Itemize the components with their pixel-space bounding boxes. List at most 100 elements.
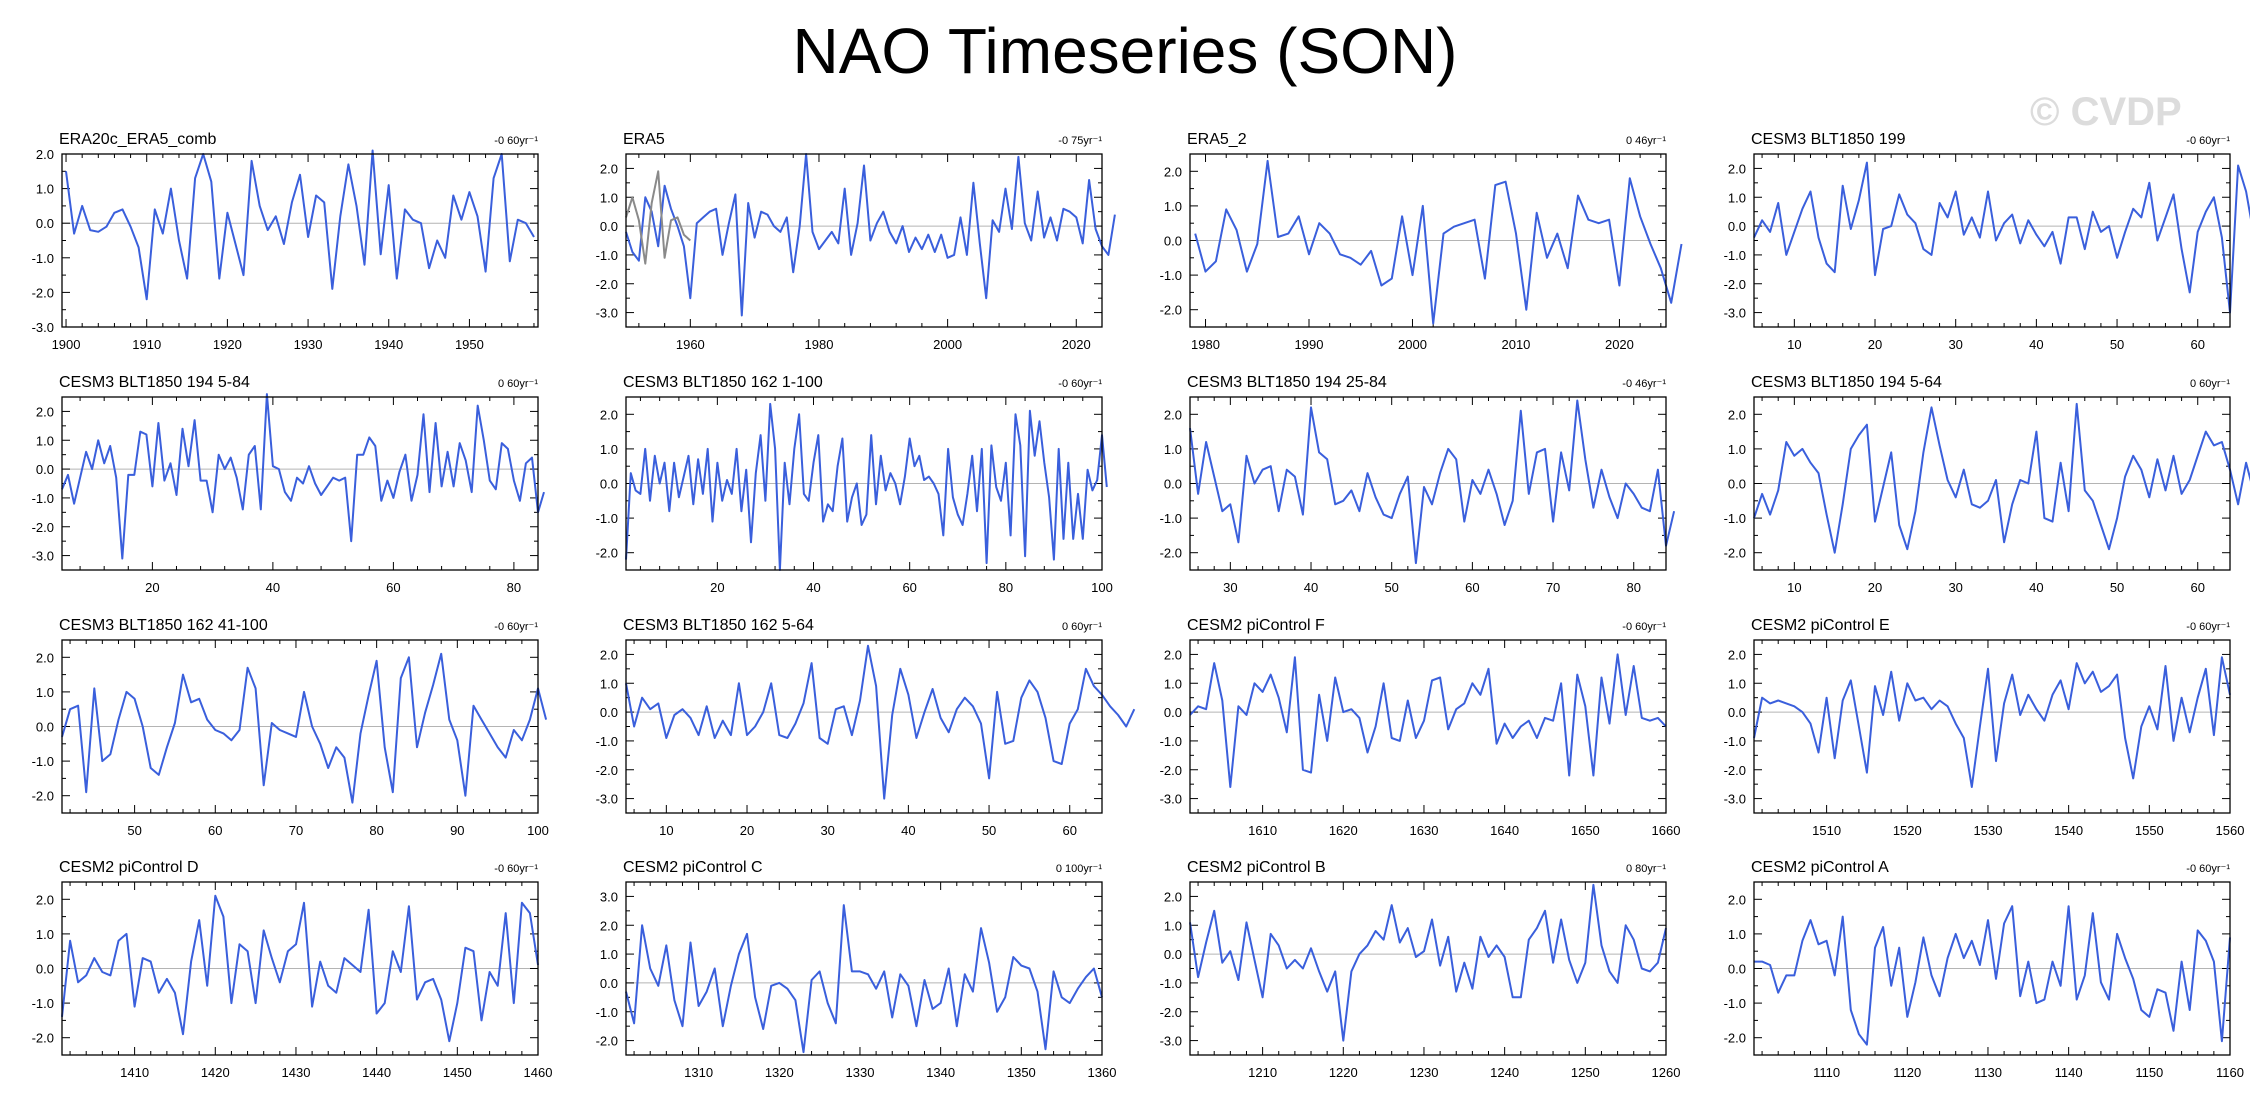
x-tick-label: 10 <box>1787 580 1801 595</box>
x-tick-label: 2000 <box>1398 337 1427 352</box>
y-tick-label: 2.0 <box>600 918 618 933</box>
nao-series-line <box>65 149 535 301</box>
x-tick-label: 1350 <box>1007 1065 1036 1080</box>
plot-frame <box>625 396 1103 571</box>
y-tick-label: -2.0 <box>596 277 618 292</box>
y-tick-label: -1.0 <box>596 1005 618 1020</box>
trend-label: 0 46yr⁻¹ <box>1626 135 1666 147</box>
x-tick-label: 60 <box>2190 580 2204 595</box>
figure-title: NAO Timeseries (SON) <box>792 15 1458 87</box>
x-tick-label: 1120 <box>1893 1065 1921 1080</box>
x-tick-label: 30 <box>820 823 834 838</box>
x-tick-label: 1650 <box>1571 823 1600 838</box>
x-tick-label: 1160 <box>2216 1065 2244 1080</box>
y-tick-label: 1.0 <box>1728 190 1746 205</box>
panel-5: CESM3 BLT1850 194 5-84 0 60yr⁻¹ -3.0 -2.0 -1… <box>32 374 545 595</box>
nao-series-line <box>1189 883 1667 1042</box>
y-tick-label: 1.0 <box>600 190 618 205</box>
x-tick-label: 20 <box>1868 580 1882 595</box>
y-tick-label: -3.0 <box>32 320 54 335</box>
x-tick-label: 1320 <box>765 1065 794 1080</box>
x-tick-label: 10 <box>659 823 673 838</box>
x-tick-label: 1410 <box>120 1065 149 1080</box>
y-tick-label: 1.0 <box>36 433 54 448</box>
x-tick-label: 1530 <box>1974 823 2003 838</box>
y-tick-label: -2.0 <box>32 285 54 300</box>
y-tick-label: -3.0 <box>1724 792 1746 807</box>
nao-series-line <box>1189 399 1676 565</box>
y-tick-label: 2.0 <box>1728 892 1746 907</box>
x-tick-label: 60 <box>2190 337 2204 352</box>
nao-series-line <box>1753 656 2231 788</box>
y-tick-label: 0.0 <box>36 462 54 477</box>
x-tick-label: 1340 <box>926 1065 955 1080</box>
y-tick-label: 2.0 <box>1164 407 1182 422</box>
x-tick-label: 50 <box>2110 337 2124 352</box>
cvdp-watermark: © CVDP <box>2030 90 2182 134</box>
y-tick-label: -1.0 <box>596 511 618 526</box>
panel-title: ERA20c_ERA5_comb <box>59 131 217 148</box>
x-tick-label: 70 <box>1546 580 1560 595</box>
nao-series-line <box>1189 653 1667 788</box>
panel-16: CESM2 piControl A -0 60yr⁻¹ -2.0 -1.0 0.0 1.0… <box>1724 859 2244 1080</box>
x-tick-label: 1900 <box>52 337 81 352</box>
x-tick-label: 1330 <box>846 1065 875 1080</box>
x-tick-label: 1520 <box>1893 823 1922 838</box>
y-tick-label: 0.0 <box>600 477 618 492</box>
y-tick-label: -2.0 <box>596 546 618 561</box>
nao-series-line <box>625 904 1103 1054</box>
y-tick-label: -2.0 <box>1724 1031 1746 1046</box>
panel-6: CESM3 BLT1850 162 1-100 -0 60yr⁻¹ -2.0 -1.0… <box>596 374 1113 595</box>
x-tick-label: 1980 <box>1191 337 1220 352</box>
y-tick-label: 0.0 <box>600 705 618 720</box>
nao-series-line <box>1754 905 2231 1046</box>
y-tick-label: 3.0 <box>600 889 618 904</box>
y-tick-label: 2.0 <box>1164 164 1182 179</box>
nao-series-line <box>625 153 1116 317</box>
nao-series-line <box>625 644 1136 800</box>
panel-title: ERA5 <box>623 131 665 148</box>
x-tick-label: 1140 <box>2055 1065 2083 1080</box>
y-tick-label: -2.0 <box>1160 1005 1182 1020</box>
y-tick-label: -3.0 <box>32 549 54 564</box>
panel-14: CESM2 piControl C 0 100yr⁻¹ -2.0 -1.0 0.0 1.0… <box>596 859 1117 1080</box>
x-tick-label: 40 <box>266 580 280 595</box>
x-tick-label: 1560 <box>2216 823 2245 838</box>
y-tick-label: 1.0 <box>600 442 618 457</box>
panel-title: CESM2 piControl F <box>1187 617 1325 634</box>
y-tick-label: 1.0 <box>1164 199 1182 214</box>
y-tick-label: -3.0 <box>1160 792 1182 807</box>
trend-label: 0 60yr⁻¹ <box>498 378 538 390</box>
x-tick-label: 80 <box>999 580 1013 595</box>
y-tick-label: 0.0 <box>1728 962 1746 977</box>
x-tick-label: 50 <box>982 823 996 838</box>
trend-label: -0 60yr⁻¹ <box>2186 621 2230 633</box>
y-tick-label: 1.0 <box>1728 442 1746 457</box>
x-tick-label: 1240 <box>1490 1065 1519 1080</box>
y-tick-label: 2.0 <box>1728 161 1746 176</box>
panel-title: ERA5_2 <box>1187 131 1247 148</box>
trend-label: -0 60yr⁻¹ <box>494 863 538 875</box>
trend-label: -0 60yr⁻¹ <box>1058 378 1102 390</box>
panel-12: CESM2 piControl E -0 60yr⁻¹ -3.0 -2.0 -1.0 0.… <box>1724 617 2245 838</box>
y-tick-label: 2.0 <box>36 404 54 419</box>
x-tick-label: 2010 <box>1501 337 1530 352</box>
panel-title: CESM3 BLT1850 194 25-84 <box>1187 374 1387 391</box>
nao-series-line <box>1194 159 1683 325</box>
x-tick-label: 1110 <box>1813 1065 1840 1080</box>
plot-frame <box>61 396 539 571</box>
x-tick-label: 1950 <box>455 337 484 352</box>
y-tick-label: 1.0 <box>1164 918 1182 933</box>
x-tick-label: 30 <box>1948 580 1962 595</box>
y-tick-label: 2.0 <box>1728 647 1746 662</box>
x-tick-label: 60 <box>208 823 222 838</box>
trend-label: 0 60yr⁻¹ <box>1062 621 1102 633</box>
y-tick-label: 0.0 <box>1164 705 1182 720</box>
x-tick-label: 1420 <box>201 1065 230 1080</box>
x-tick-label: 1910 <box>132 337 161 352</box>
x-tick-label: 40 <box>2029 580 2043 595</box>
x-tick-label: 30 <box>1223 580 1237 595</box>
plot-frame <box>61 153 539 328</box>
x-tick-label: 2020 <box>1062 337 1091 352</box>
panel-title: CESM2 piControl B <box>1187 859 1326 876</box>
